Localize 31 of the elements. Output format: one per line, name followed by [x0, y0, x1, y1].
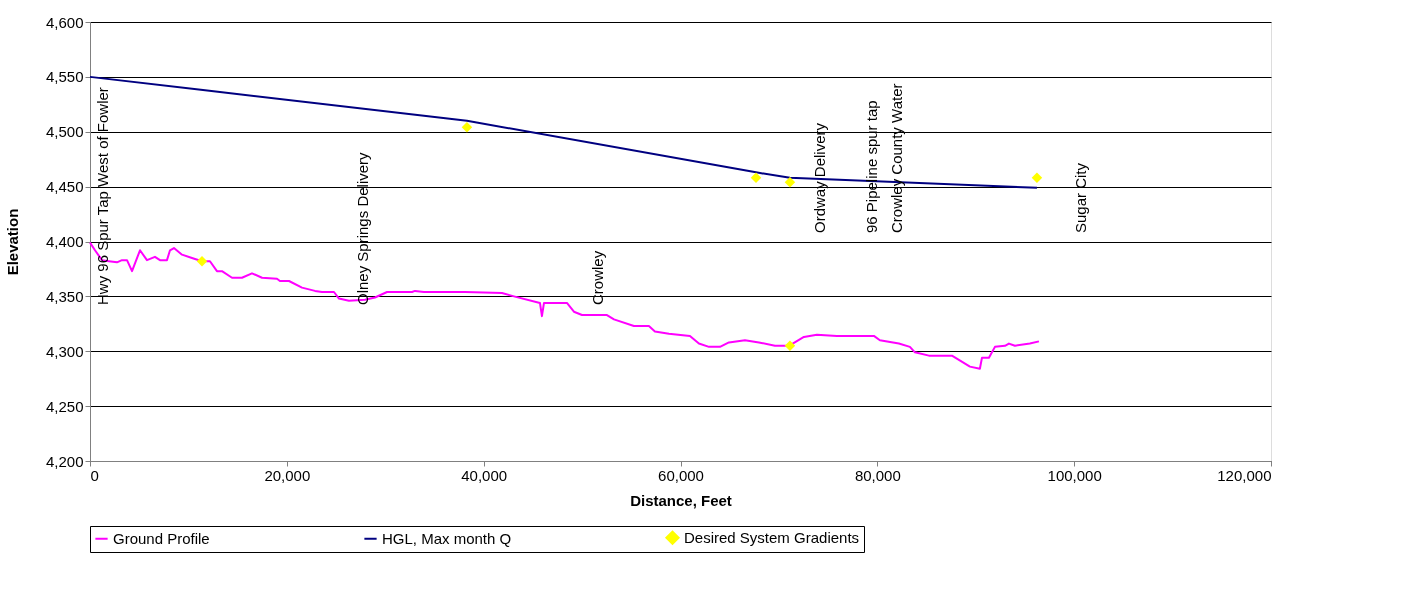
y-tick-label: 4,300	[45, 342, 84, 360]
y-tick-label: 4,250	[45, 397, 84, 415]
x-tick-label: 80,000	[854, 466, 901, 484]
annotation: Crowley County Water	[888, 83, 905, 233]
x-tick-label: 0	[90, 466, 99, 484]
annotation: Crowley	[589, 250, 606, 305]
legend-label: Ground Profile	[113, 529, 210, 547]
y-tick-label: 4,200	[45, 452, 84, 470]
point	[461, 122, 473, 133]
point	[784, 176, 796, 188]
y-axis-title: Elevation	[3, 208, 21, 276]
x-axis-title: Distance, Feet	[630, 491, 732, 509]
y-tick-label: 4,400	[45, 233, 84, 250]
x-tick-label: 20,000	[264, 466, 311, 484]
point	[1031, 172, 1043, 184]
y-tick-label: 4,350	[45, 287, 84, 305]
point	[750, 172, 762, 184]
x-tick-label: 100,000	[1047, 466, 1102, 484]
x-tick-label: 40,000	[461, 466, 508, 484]
point	[784, 340, 796, 352]
y-tick-label: 4,550	[45, 68, 84, 86]
y-tick-label: 4,500	[45, 123, 84, 141]
legend-label: Desired System Gradients	[684, 528, 860, 546]
x-tick-label: 120,000	[1217, 466, 1272, 484]
point	[196, 256, 208, 267]
y-tick-label: 4,600	[45, 13, 84, 31]
x-tick-label: 60,000	[658, 466, 704, 484]
legend-label: HGL, Max month Q	[382, 529, 512, 547]
annotation: Olney Springs Delivery	[354, 151, 371, 305]
y-tick-label: 4,450	[45, 178, 84, 196]
annotation: Ordway Delivery	[811, 122, 828, 233]
